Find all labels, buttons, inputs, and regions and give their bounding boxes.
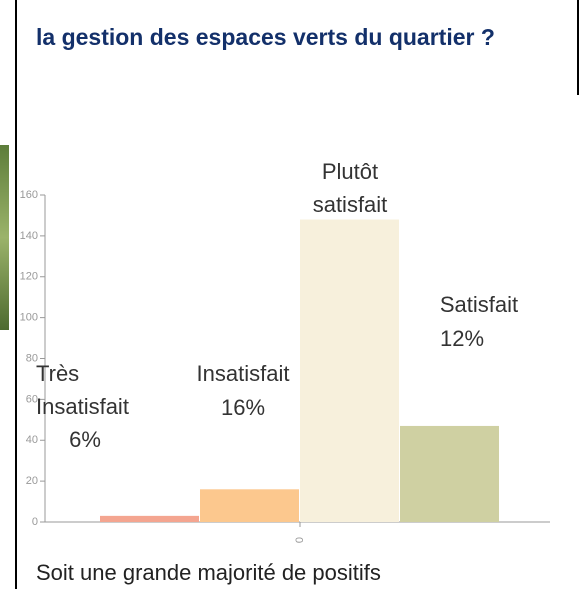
title: la gestion des espaces verts du quartier… (36, 22, 576, 53)
y-tick-label: 120 (20, 271, 38, 283)
y-tick-label: 160 (20, 189, 38, 201)
y-tick-label: 140 (20, 230, 38, 242)
category-label: Satisfait (414, 288, 544, 321)
x-tick-label: 0 (294, 537, 306, 543)
photo-strip (0, 145, 9, 330)
category-label: Insatisfait (178, 357, 308, 390)
slide: 0204060801001201401600 la gestion des es… (0, 0, 582, 589)
category-label: Très Insatisfait (36, 357, 136, 423)
bar (100, 516, 199, 522)
percent-label: 6% (30, 423, 140, 456)
footer: Soit une grande majorité de positifs (36, 560, 381, 586)
percent-label: 16% (178, 391, 308, 424)
bar (200, 489, 299, 522)
bar (400, 426, 499, 522)
y-tick-label: 0 (32, 516, 38, 528)
category-label: Plutôt satisfait (295, 155, 405, 221)
y-tick-label: 100 (20, 312, 38, 324)
percent-label: 12% (397, 322, 527, 355)
bar (300, 220, 399, 522)
y-tick-label: 20 (26, 475, 38, 487)
